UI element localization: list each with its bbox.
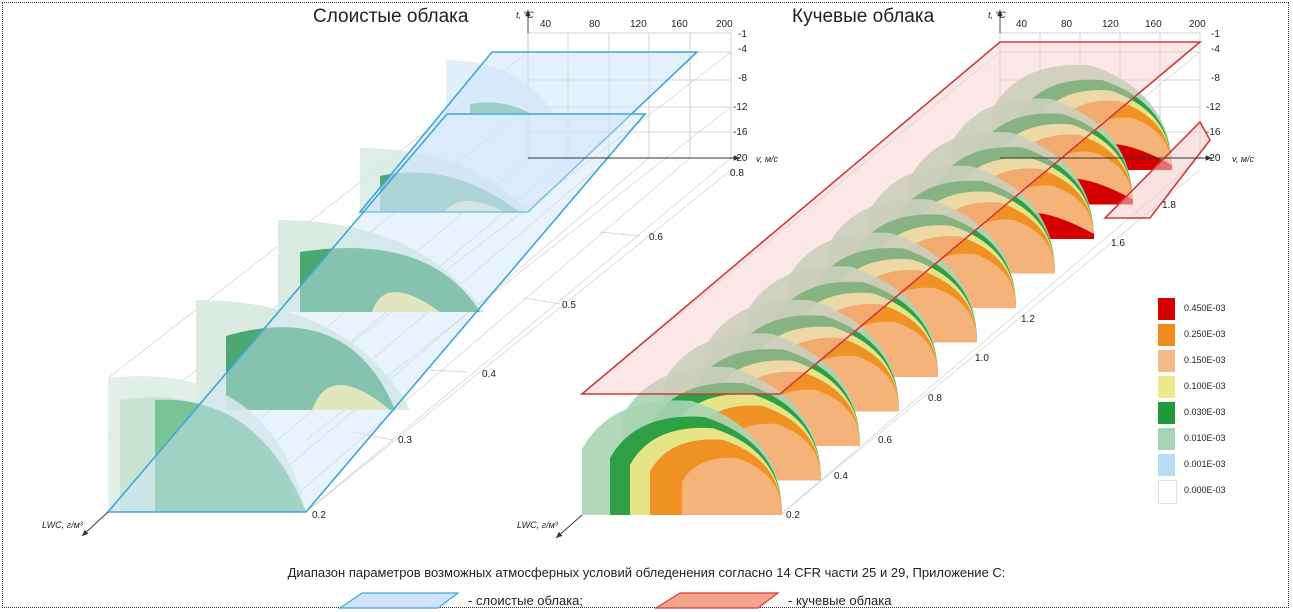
color-legend: 0.450E-03 0.250E-03 0.150E-03 0.100E-03 … [1148, 298, 1228, 506]
stratus-temp-label: t, °C [516, 10, 534, 20]
cumulus-t-tick: -4 [1211, 44, 1220, 55]
stratus-t-tick: -12 [733, 102, 748, 113]
stratus-key-swatch [338, 592, 460, 609]
stratus-lwc-tick: 0.5 [562, 300, 576, 311]
cumulus-t-tick: -16 [1206, 127, 1221, 138]
cumulus-t-tick: -1 [1211, 29, 1220, 40]
stratus-v-tick: 40 [540, 19, 552, 30]
legend-item: 0.000E-03 [1148, 480, 1228, 506]
legend-item: 0.100E-03 [1148, 376, 1228, 402]
legend-swatch [1158, 480, 1177, 504]
cumulus-lwc-tick: 1.8 [1162, 200, 1176, 211]
cumulus-v-tick: 160 [1145, 19, 1162, 30]
legend-swatch [1158, 402, 1175, 424]
cumulus-temp-label: t, °C [988, 10, 1006, 20]
cumulus-panel: t, °C v, м/с LWC, г/м³ 40 80 120 160 200… [517, 10, 1255, 539]
stratus-slice-04 [278, 220, 484, 312]
legend-swatch [1158, 428, 1175, 450]
cumulus-t-tick: -20 [1206, 153, 1221, 164]
figure-caption: Диапазон параметров возможных атмосферны… [287, 565, 1006, 580]
legend-item: 0.030E-03 [1148, 402, 1228, 428]
stratus-title: Слоистые облака [313, 6, 469, 27]
cumulus-v-tick: 120 [1102, 19, 1119, 30]
stratus-slice-03 [196, 300, 410, 410]
cumulus-velocity-label: v, м/с [1232, 154, 1255, 164]
stratus-lwc-tick: 0.8 [730, 168, 744, 179]
cumulus-key-label: - кучевые облака [788, 593, 892, 608]
stratus-v-tick: 80 [589, 19, 601, 30]
cumulus-lwc-tick: 1.0 [975, 353, 989, 364]
stratus-v-tick: 120 [630, 19, 647, 30]
stratus-t-tick: -1 [738, 29, 747, 40]
stratus-lwc-tick: 0.6 [649, 232, 663, 243]
legend-label: 0.100E-03 [1184, 381, 1226, 391]
cumulus-v-tick: 80 [1061, 19, 1073, 30]
cumulus-envelope [579, 41, 1211, 395]
stratus-panel: t, °C v, м/с LWC, г/м³ 40 80 120 160 200… [42, 10, 779, 537]
legend-swatch [1158, 454, 1175, 476]
legend-label: 0.450E-03 [1184, 303, 1226, 313]
legend-item: 0.150E-03 [1148, 350, 1228, 376]
legend-label: 0.030E-03 [1184, 407, 1226, 417]
legend-label: 0.001E-03 [1184, 459, 1226, 469]
cumulus-lwc-tick: 0.2 [786, 510, 800, 521]
stratus-lwc-tick: 0.2 [312, 510, 326, 521]
cumulus-slice [582, 400, 782, 515]
stratus-t-tick: -4 [738, 44, 747, 55]
stratus-axes [81, 10, 740, 537]
legend-swatch [1158, 376, 1175, 398]
legend-item: 0.001E-03 [1148, 454, 1228, 480]
cumulus-lwc-tick: 1.6 [1111, 238, 1125, 249]
cumulus-lwc-label: LWC, г/м³ [517, 520, 559, 530]
stratus-v-tick: 160 [671, 19, 688, 30]
cumulus-t-tick: -8 [1211, 73, 1220, 84]
legend-swatch [1158, 324, 1175, 346]
stratus-velocity-label: v, м/с [756, 154, 779, 164]
stratus-lwc-tick: 0.3 [398, 435, 412, 446]
stratus-lwc-tick: 0.4 [482, 369, 496, 380]
legend-item: 0.010E-03 [1148, 428, 1228, 454]
cumulus-band [682, 457, 782, 515]
cumulus-lwc-tick: 0.6 [878, 435, 892, 446]
legend-swatch [1158, 350, 1175, 372]
legend-label: 0.150E-03 [1184, 355, 1226, 365]
legend-item: 0.450E-03 [1148, 298, 1228, 324]
stratus-t-tick: -16 [733, 127, 748, 138]
legend-label: 0.000E-03 [1184, 485, 1226, 495]
cumulus-v-tick: 200 [1189, 19, 1206, 30]
cumulus-key-swatch [653, 592, 780, 609]
cumulus-axes [555, 10, 1212, 539]
stratus-t-tick: -8 [738, 73, 747, 84]
cumulus-v-tick: 40 [1016, 19, 1028, 30]
cumulus-title: Кучевые облака [792, 6, 935, 27]
cumulus-lwc-tick: 1.2 [1021, 314, 1035, 325]
stratus-v-tick: 200 [716, 19, 733, 30]
cumulus-lwc-tick: 0.4 [834, 471, 848, 482]
legend-item: 0.250E-03 [1148, 324, 1228, 350]
stratus-key-label: - слоистые облака; [468, 593, 584, 608]
cumulus-t-tick: -12 [1206, 102, 1221, 113]
stratus-lwc-label: LWC, г/м³ [42, 520, 84, 530]
legend-label: 0.250E-03 [1184, 329, 1226, 339]
cumulus-lwc-tick: 0.8 [928, 393, 942, 404]
legend-swatch [1158, 298, 1175, 320]
stratus-envelope [106, 51, 700, 513]
stratus-slice-02 [108, 376, 306, 512]
stratus-t-tick: -20 [733, 153, 748, 164]
legend-label: 0.010E-03 [1184, 433, 1226, 443]
